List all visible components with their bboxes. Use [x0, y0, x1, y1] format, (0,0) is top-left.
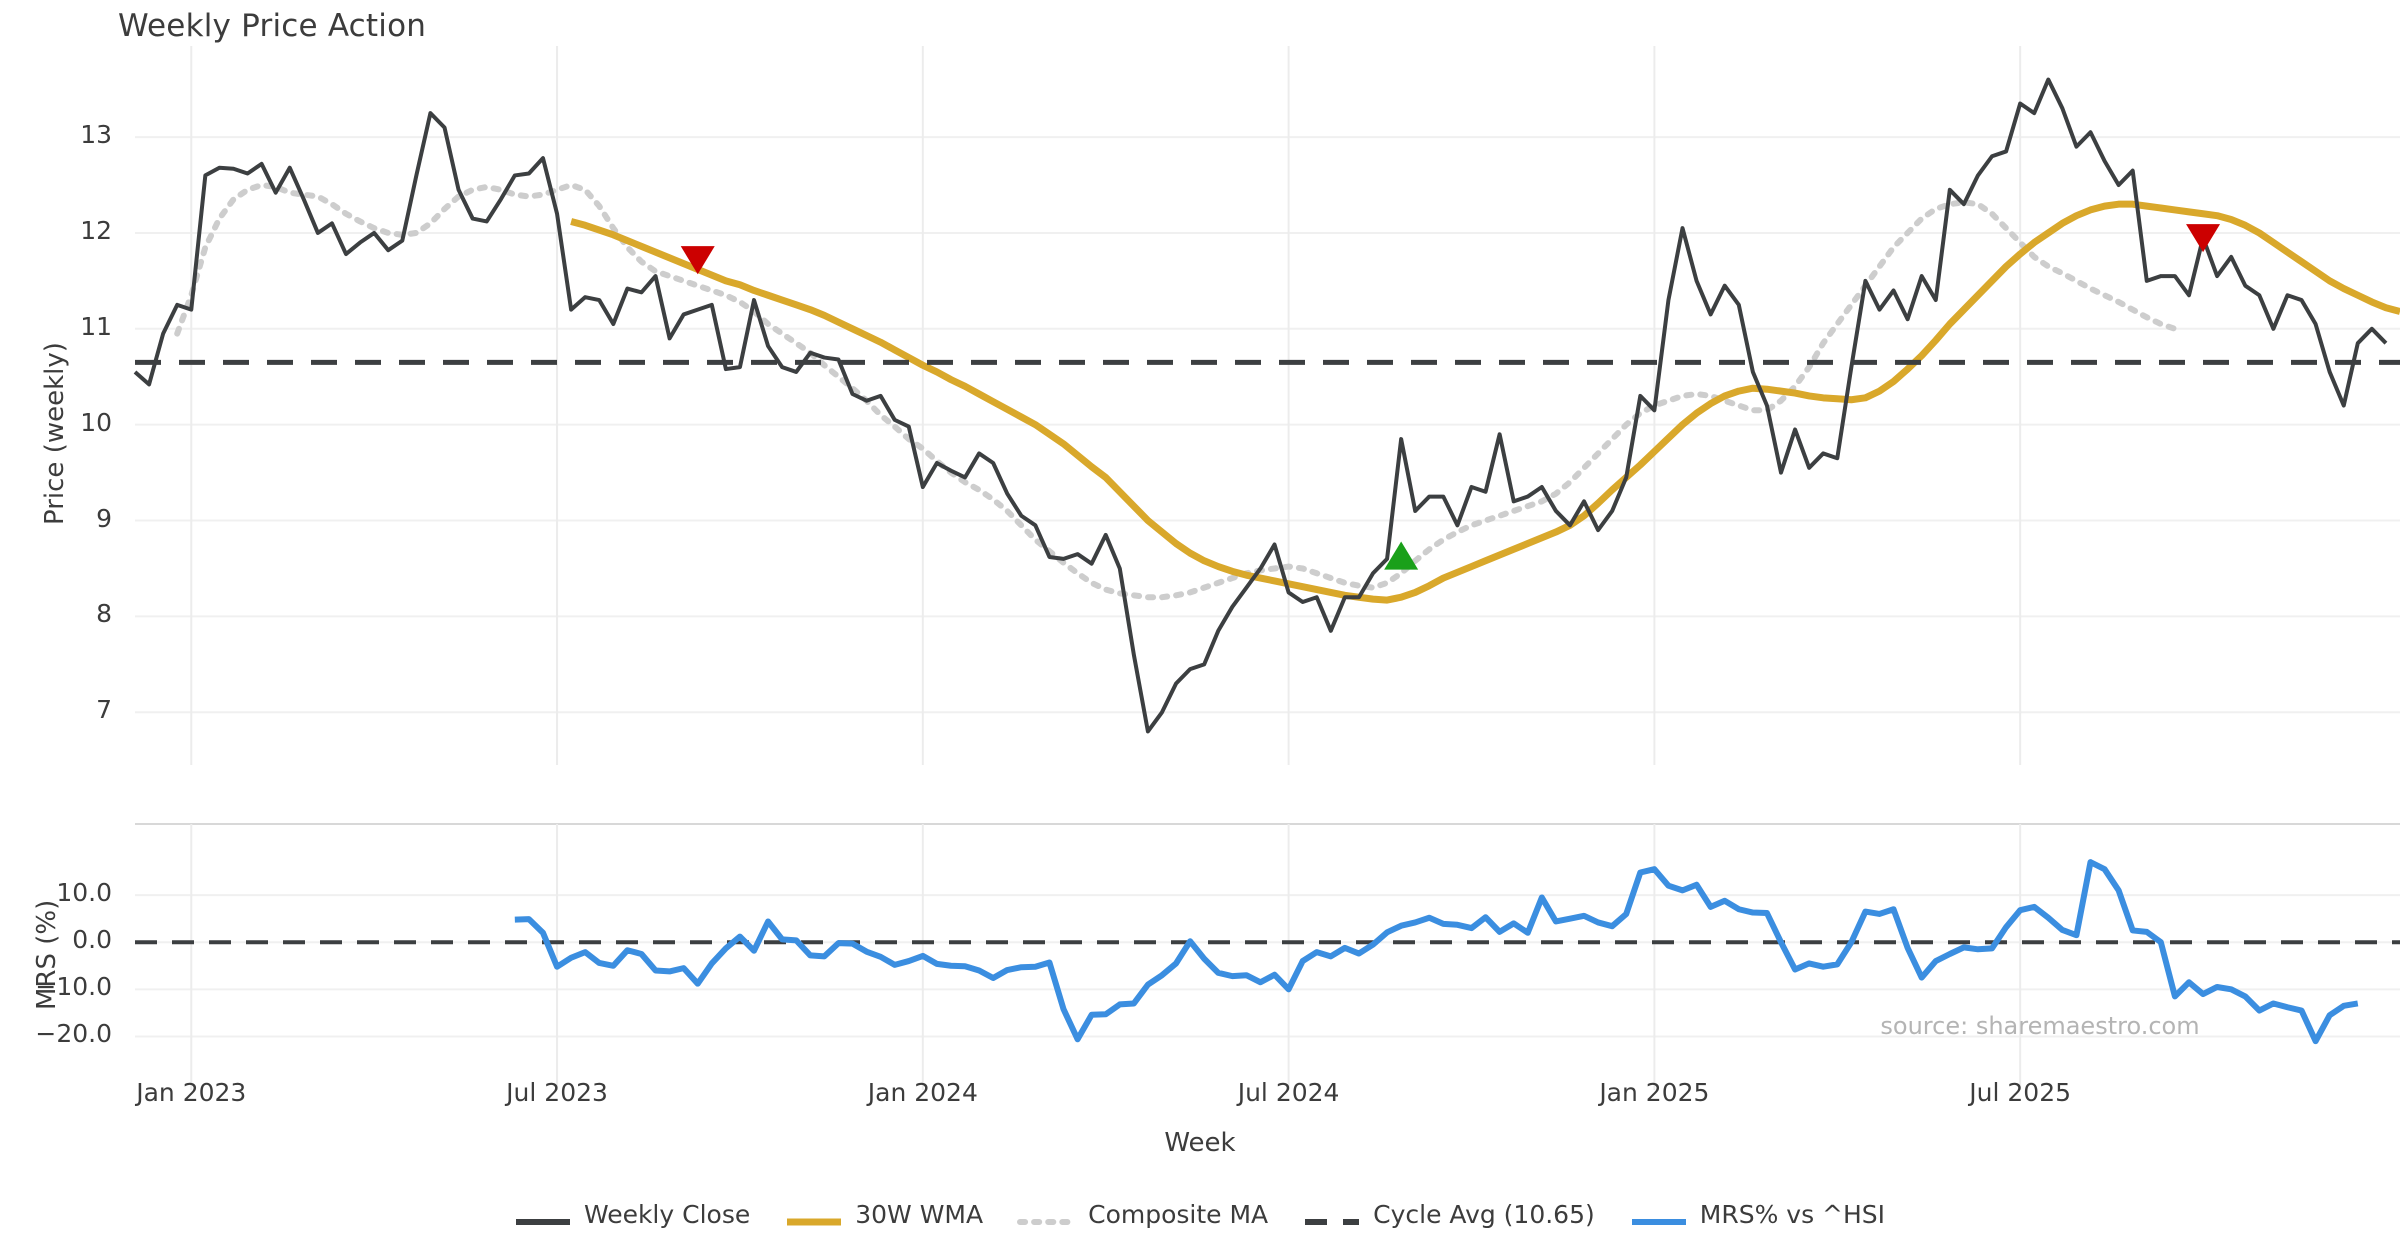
legend-label: Weekly Close — [583, 1200, 751, 1229]
legend-item-weekly-close[interactable]: Weekly Close — [515, 1200, 750, 1229]
sell-signal-marker[interactable] — [2186, 224, 2221, 253]
price-y-tick: 13 — [80, 120, 112, 150]
legend-item-cycle-avg-10-65[interactable]: Cycle Avg (10.65) — [1304, 1200, 1595, 1229]
x-tick: Jul 2023 — [506, 1078, 608, 1107]
mrs-y-tick: 10.0 — [56, 878, 112, 908]
price-y-tick: 9 — [96, 503, 112, 533]
x-tick: Jan 2024 — [867, 1078, 978, 1107]
price-y-tick: 7 — [96, 695, 112, 725]
buy-signal-marker[interactable] — [1384, 541, 1419, 570]
chart-legend: Weekly Close 30W WMA Composite MA Cycle Avg… — [0, 1200, 2400, 1229]
x-tick: Jul 2025 — [1969, 1078, 2071, 1107]
price-y-tick: 8 — [96, 599, 112, 629]
series-weekly-close — [133, 77, 2388, 734]
sell-signal-marker[interactable] — [680, 246, 715, 275]
legend-label: 30W WMA — [855, 1200, 984, 1229]
price-y-tick: 11 — [80, 311, 112, 341]
legend-item-composite-ma[interactable]: Composite MA — [1017, 1200, 1269, 1229]
legend-label: Composite MA — [1088, 1200, 1269, 1229]
mrs-y-tick: −20.0 — [35, 1019, 112, 1049]
mrs-y-tick: −10.0 — [35, 972, 112, 1002]
mrs-y-tick: 0.0 — [72, 925, 112, 955]
price-y-tick: 12 — [80, 215, 112, 245]
legend-item-30w-wma[interactable]: 30W WMA — [786, 1200, 983, 1229]
x-axis-label: Week — [1164, 1128, 1236, 1158]
series-30w-wma — [570, 200, 2400, 604]
series-mrs-percent — [514, 859, 2359, 1045]
source-watermark: source: sharemaestro.com — [1880, 1012, 2200, 1040]
page-title: Weekly Price Action — [118, 8, 427, 44]
x-tick: Jan 2023 — [136, 1078, 247, 1107]
legend-label: MRS% vs ^HSI — [1699, 1200, 1886, 1229]
legend-label: Cycle Avg (10.65) — [1373, 1200, 1595, 1229]
x-tick: Jan 2025 — [1599, 1078, 1710, 1107]
price-y-tick: 10 — [80, 407, 112, 437]
series-composite-ma — [174, 182, 2178, 601]
legend-item-mrs-vs-hsi[interactable]: MRS% vs ^HSI — [1631, 1200, 1885, 1229]
x-tick: Jul 2024 — [1237, 1078, 1340, 1107]
